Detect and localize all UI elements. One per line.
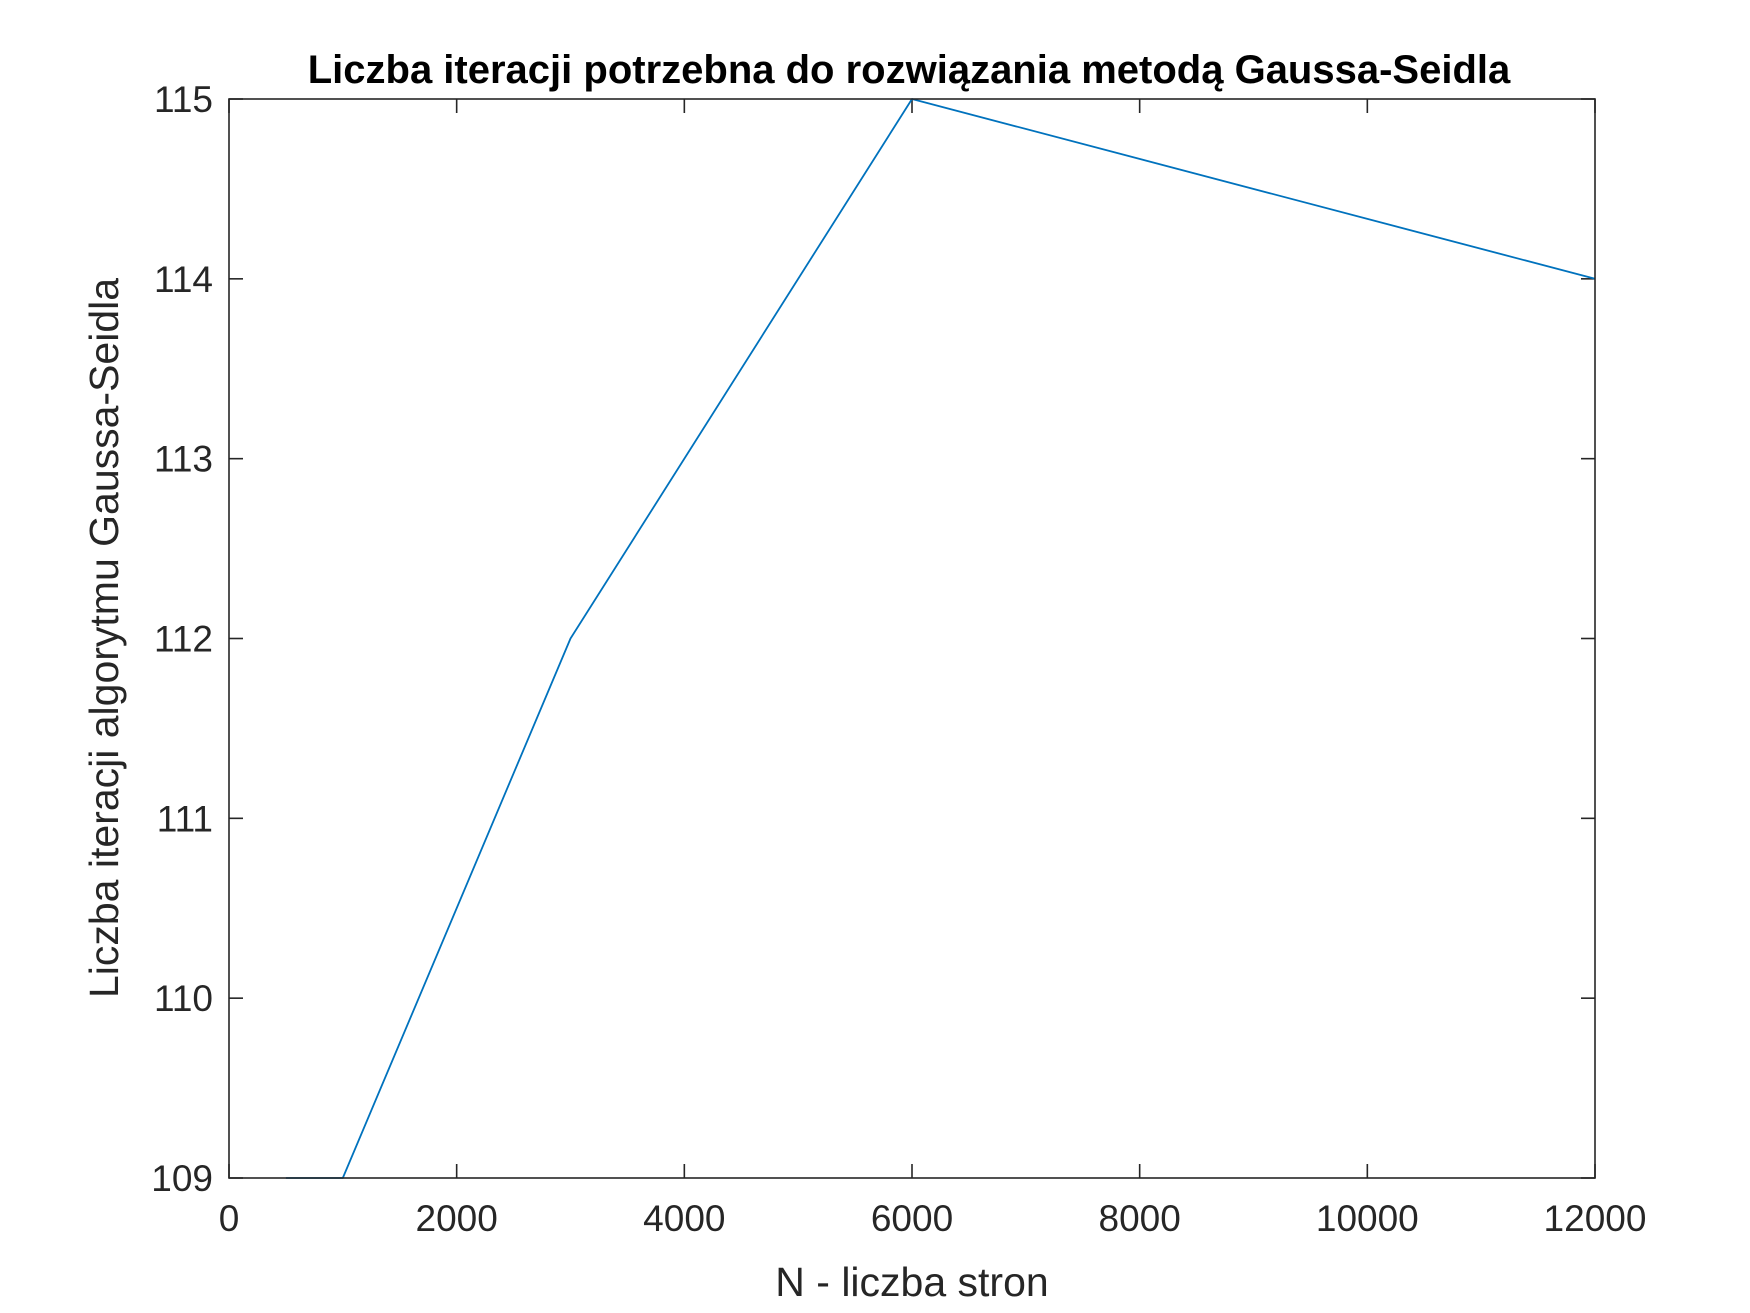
chart-title: Liczba iteracji potrzebna do rozwiązania… xyxy=(308,48,1511,92)
y-tick-label: 113 xyxy=(154,439,213,480)
x-axis-label: N - liczba stron xyxy=(775,1259,1048,1305)
x-tick-label: 4000 xyxy=(643,1198,725,1239)
y-tick-label: 111 xyxy=(157,798,213,839)
x-tick-label: 0 xyxy=(219,1198,240,1239)
y-tick-label: 112 xyxy=(154,619,213,660)
x-tick-labels: 0 2000 4000 6000 8000 10000 12000 xyxy=(219,1198,1647,1239)
x-tick-label: 8000 xyxy=(1099,1198,1181,1239)
y-tick-label: 109 xyxy=(151,1158,213,1199)
y-axis-label: Liczba iteracji algorytmu Gaussa-Seidla xyxy=(81,278,127,998)
x-tick-label: 6000 xyxy=(871,1198,953,1239)
y-tick-label: 114 xyxy=(154,259,213,300)
x-tick-label: 2000 xyxy=(416,1198,498,1239)
x-tick-label: 10000 xyxy=(1316,1198,1419,1239)
axes-box xyxy=(228,98,1596,1179)
y-tick-label: 115 xyxy=(154,79,213,120)
plot-area xyxy=(229,99,1595,1178)
y-tick-labels: 109 110 111 112 113 114 115 xyxy=(151,79,213,1199)
y-tick-label: 110 xyxy=(154,978,213,1019)
x-tick-label: 12000 xyxy=(1544,1198,1647,1239)
